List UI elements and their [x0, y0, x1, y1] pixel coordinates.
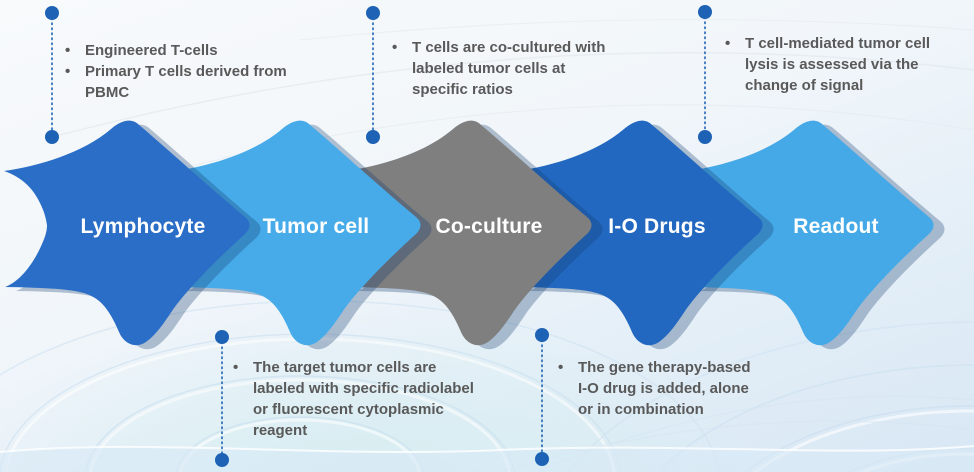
- connector-dot: [698, 130, 712, 144]
- step-label-lymphocyte: Lymphocyte: [80, 215, 206, 238]
- connector-dot: [366, 6, 380, 20]
- connector-dot: [45, 130, 59, 144]
- note-bullet: T cells are co-cultured with labeled tum…: [388, 37, 628, 100]
- connector-bottom-right: [535, 328, 549, 466]
- connector-dot: [535, 452, 549, 466]
- note-tumor-cell: The target tumor cells are labeled with …: [229, 357, 489, 441]
- note-readout: T cell-mediated tumor cell lysis is asse…: [721, 33, 971, 96]
- note-io-drugs: The gene therapy-based I-O drug is added…: [554, 357, 794, 420]
- step-label-tumor-cell: Tumor cell: [262, 215, 370, 238]
- note-bullet: The target tumor cells are labeled with …: [229, 357, 489, 441]
- connector-bottom-left: [215, 330, 229, 467]
- note-lymphocyte: Engineered T-cells Primary T cells deriv…: [61, 40, 311, 103]
- note-bullet: The gene therapy-based I-O drug is added…: [554, 357, 794, 420]
- connector-dot: [45, 6, 59, 20]
- connector-dot: [215, 453, 229, 467]
- step-label-io-drugs: I-O Drugs: [608, 215, 706, 238]
- note-bullet: T cell-mediated tumor cell lysis is asse…: [721, 33, 971, 96]
- connector-dot: [698, 5, 712, 19]
- connector-dot: [215, 330, 229, 344]
- connector-top-center: [366, 6, 380, 144]
- step-label-co-culture: Co-culture: [435, 215, 543, 238]
- connector-dot: [366, 130, 380, 144]
- note-bullet: Primary T cells derived from PBMC: [61, 61, 311, 103]
- connector-top-right: [698, 5, 712, 144]
- step-label-readout: Readout: [793, 215, 879, 238]
- connector-top-left: [45, 6, 59, 144]
- connector-dot: [535, 328, 549, 342]
- note-co-culture: T cells are co-cultured with labeled tum…: [388, 37, 628, 100]
- note-bullet: Engineered T-cells: [61, 40, 311, 61]
